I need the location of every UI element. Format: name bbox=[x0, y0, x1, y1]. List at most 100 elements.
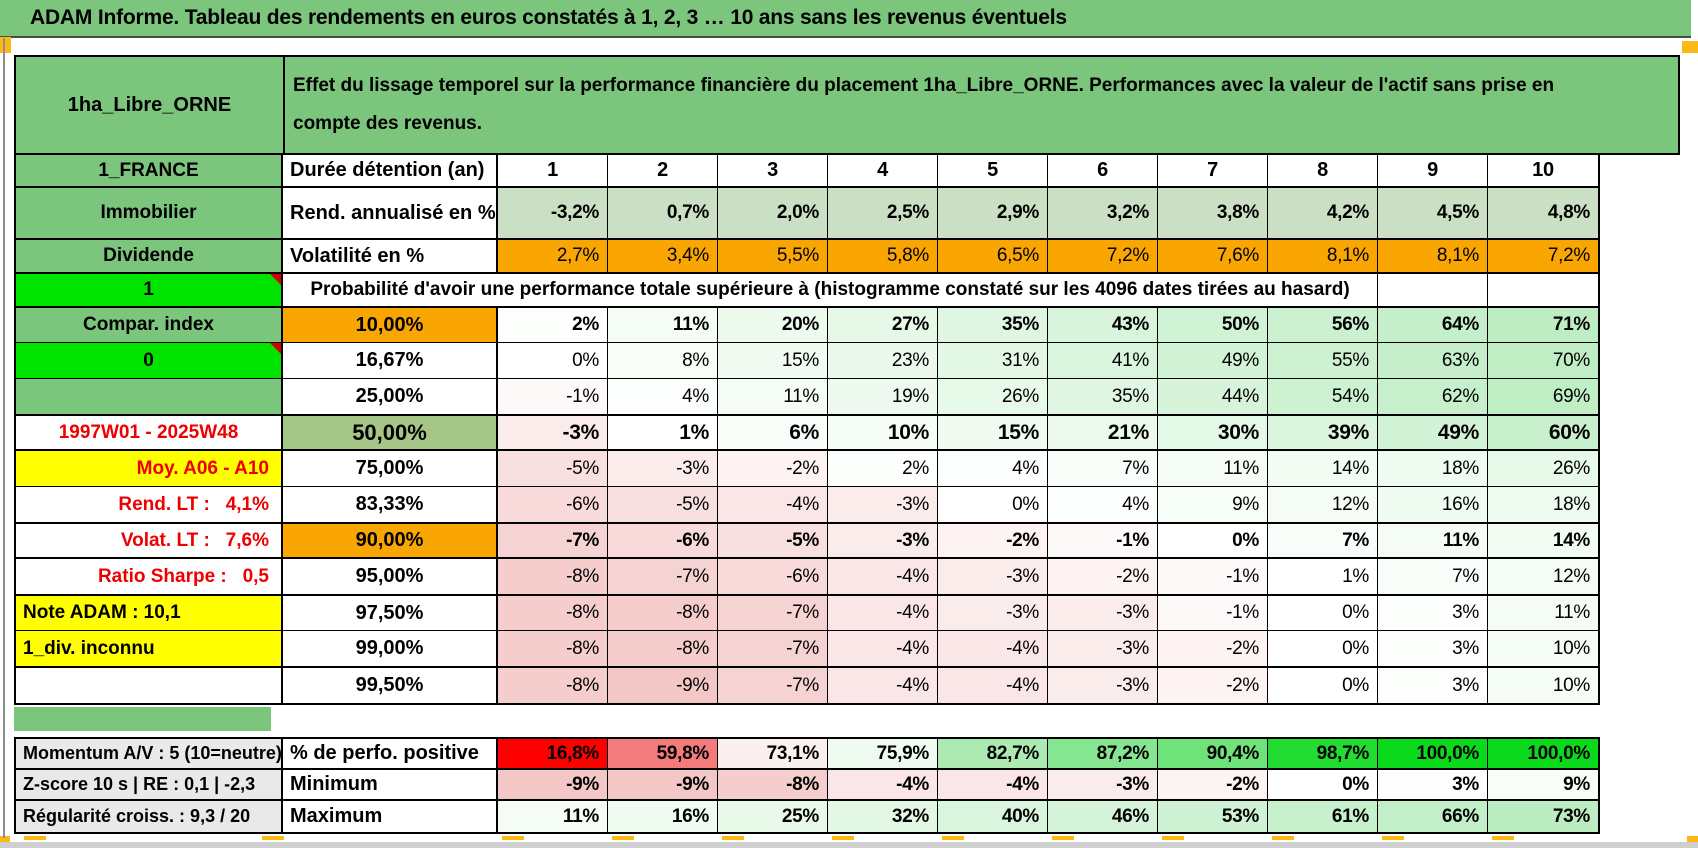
data-cell[interactable]: 1 bbox=[498, 155, 608, 186]
data-cell[interactable]: 18% bbox=[1488, 487, 1598, 522]
row-label-cell[interactable]: Momentum A/V : 5 (10=neutre) bbox=[16, 739, 283, 768]
data-cell[interactable]: 61% bbox=[1268, 801, 1378, 832]
merged-caption-cell[interactable]: Probabilité d'avoir une performance tota… bbox=[283, 274, 1378, 306]
data-cell[interactable]: -1% bbox=[1158, 559, 1268, 594]
data-cell[interactable]: 2,9% bbox=[938, 188, 1048, 238]
data-cell[interactable]: -3% bbox=[608, 451, 718, 486]
row-label-cell[interactable]: Ratio Sharpe : 0,5 bbox=[16, 559, 283, 594]
data-cell[interactable]: 43% bbox=[1048, 308, 1158, 342]
data-cell[interactable]: -8% bbox=[498, 631, 608, 666]
data-cell[interactable]: 2,5% bbox=[828, 188, 938, 238]
data-cell[interactable]: -1% bbox=[1048, 524, 1158, 557]
data-cell[interactable]: -4% bbox=[828, 770, 938, 799]
data-cell[interactable]: -5% bbox=[498, 451, 608, 486]
data-cell[interactable]: 16,8% bbox=[498, 739, 608, 768]
data-cell[interactable]: -8% bbox=[608, 631, 718, 666]
data-cell[interactable]: 32% bbox=[828, 801, 938, 832]
data-cell[interactable]: 2 bbox=[608, 155, 718, 186]
data-cell[interactable]: 0% bbox=[938, 487, 1048, 522]
data-cell[interactable]: -9% bbox=[498, 770, 608, 799]
data-cell[interactable]: 5,5% bbox=[718, 240, 828, 272]
data-cell[interactable]: 41% bbox=[1048, 343, 1158, 378]
data-cell[interactable]: 71% bbox=[1488, 308, 1598, 342]
data-cell[interactable]: 8,1% bbox=[1268, 240, 1378, 272]
data-cell[interactable]: 7,6% bbox=[1158, 240, 1268, 272]
data-cell[interactable]: -8% bbox=[608, 596, 718, 630]
data-cell[interactable]: 0,7% bbox=[608, 188, 718, 238]
data-cell[interactable]: -7% bbox=[718, 631, 828, 666]
data-cell[interactable]: -3% bbox=[828, 487, 938, 522]
data-cell[interactable]: 49% bbox=[1158, 343, 1268, 378]
data-cell[interactable]: 82,7% bbox=[938, 739, 1048, 768]
row-header-cell[interactable]: 97,50% bbox=[283, 596, 498, 630]
data-cell[interactable]: 50% bbox=[1158, 308, 1268, 342]
data-cell[interactable]: 7% bbox=[1268, 524, 1378, 557]
row-label-cell[interactable]: Note ADAM : 10,1 bbox=[16, 596, 283, 630]
data-cell[interactable]: 10 bbox=[1532, 159, 1554, 181]
data-cell[interactable]: 27% bbox=[828, 308, 938, 342]
data-cell[interactable]: 60% bbox=[1488, 416, 1598, 449]
row-label-cell[interactable]: Dividende bbox=[16, 240, 283, 272]
data-cell[interactable]: 19% bbox=[828, 379, 938, 414]
data-cell[interactable]: 3,4% bbox=[608, 240, 718, 272]
data-cell[interactable]: -9% bbox=[608, 668, 718, 703]
data-cell[interactable]: 4,2% bbox=[1268, 188, 1378, 238]
row-header-cell[interactable]: 99,00% bbox=[283, 631, 498, 666]
data-cell[interactable]: 9 bbox=[1378, 155, 1488, 186]
data-cell[interactable]: 9% bbox=[1158, 487, 1268, 522]
data-cell[interactable]: 7% bbox=[1048, 451, 1158, 486]
data-cell[interactable]: 0% bbox=[1268, 596, 1378, 630]
data-cell[interactable]: 0% bbox=[1268, 770, 1378, 799]
data-cell[interactable]: -7% bbox=[718, 596, 828, 630]
data-cell[interactable]: 11% bbox=[608, 308, 718, 342]
row-label-cell[interactable]: 1_FRANCE bbox=[16, 155, 283, 186]
data-cell[interactable]: -5% bbox=[608, 487, 718, 522]
data-cell[interactable]: 30% bbox=[1158, 416, 1268, 449]
data-cell[interactable]: 39% bbox=[1268, 416, 1378, 449]
row-label-cell[interactable]: Régularité croiss. : 9,3 / 20 bbox=[16, 801, 283, 832]
data-cell[interactable]: -3% bbox=[1048, 631, 1158, 666]
row-label-cell[interactable]: 1997W01 - 2025W48 bbox=[16, 416, 283, 449]
data-cell[interactable]: 14% bbox=[1488, 524, 1598, 557]
data-cell[interactable]: 40% bbox=[938, 801, 1048, 832]
data-cell[interactable]: 54% bbox=[1268, 379, 1378, 414]
row-header-cell[interactable]: Maximum bbox=[283, 801, 498, 832]
row-header-cell[interactable]: 99,50% bbox=[283, 668, 498, 703]
data-cell[interactable]: 26% bbox=[1488, 451, 1598, 486]
data-cell[interactable]: -6% bbox=[498, 487, 608, 522]
data-cell[interactable]: 4% bbox=[1048, 487, 1158, 522]
row-header-cell[interactable]: 90,00% bbox=[283, 524, 498, 557]
data-cell[interactable]: 66% bbox=[1378, 801, 1488, 832]
row-header-cell[interactable]: 25,00% bbox=[283, 379, 498, 414]
data-cell[interactable]: 4 bbox=[828, 155, 938, 186]
data-cell[interactable]: 75,9% bbox=[828, 739, 938, 768]
data-cell[interactable]: 20% bbox=[718, 308, 828, 342]
data-cell[interactable]: -4% bbox=[828, 596, 938, 630]
row-header-cell[interactable]: % de perfo. positive bbox=[283, 739, 498, 768]
data-cell[interactable]: 100,0% bbox=[1488, 739, 1598, 768]
data-cell[interactable]: 6% bbox=[718, 416, 828, 449]
data-cell[interactable]: -3% bbox=[1048, 596, 1158, 630]
data-cell[interactable]: -3% bbox=[828, 524, 938, 557]
row-header-cell[interactable]: 83,33% bbox=[283, 487, 498, 522]
data-cell[interactable]: 3% bbox=[1378, 631, 1488, 666]
data-cell[interactable]: 8% bbox=[608, 343, 718, 378]
data-cell[interactable]: 56% bbox=[1268, 308, 1378, 342]
data-cell[interactable]: 8,1% bbox=[1378, 240, 1488, 272]
data-cell[interactable]: 3% bbox=[1378, 770, 1488, 799]
data-cell[interactable]: 15% bbox=[718, 343, 828, 378]
data-cell[interactable]: 3,2% bbox=[1048, 188, 1158, 238]
row-label-cell[interactable]: Z-score 10 s | RE : 0,1 | -2,3 bbox=[16, 770, 283, 799]
row-label-cell[interactable]: 1 bbox=[16, 274, 283, 306]
data-cell[interactable]: 35% bbox=[1048, 379, 1158, 414]
data-cell[interactable]: 55% bbox=[1268, 343, 1378, 378]
data-cell[interactable]: -3% bbox=[1048, 668, 1158, 703]
data-cell[interactable]: 4,5% bbox=[1378, 188, 1488, 238]
data-cell[interactable]: 59,8% bbox=[608, 739, 718, 768]
data-cell[interactable]: 5,8% bbox=[828, 240, 938, 272]
data-cell[interactable]: 7,2% bbox=[1048, 240, 1158, 272]
data-cell[interactable]: -4% bbox=[718, 487, 828, 522]
data-cell[interactable]: -4% bbox=[828, 668, 938, 703]
row-label-cell[interactable]: 1_div. inconnu bbox=[16, 631, 283, 666]
data-cell[interactable]: -8% bbox=[498, 596, 608, 630]
